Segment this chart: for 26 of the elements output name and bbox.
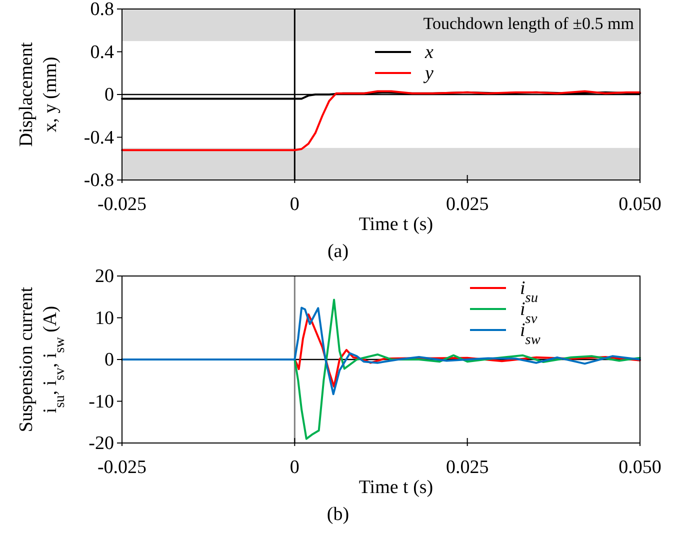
y-tick-label: 20	[95, 266, 114, 287]
y-tick-label: -0.8	[84, 170, 114, 191]
y-tick-label: 10	[95, 308, 114, 329]
legend-label: y	[423, 63, 434, 84]
y-tick-label: 0.8	[90, 0, 114, 20]
text: (b)	[326, 504, 350, 525]
text: (a)	[327, 241, 349, 262]
x-tick-label: 0	[290, 194, 300, 215]
x-tick-label: 0.025	[446, 194, 489, 215]
x-tick-label: 0	[290, 457, 300, 478]
y-tick-label: -0.4	[84, 127, 114, 148]
band-label: Touchdown length of ±0.5 mm	[423, 14, 634, 33]
x-tick-label: -0.025	[97, 457, 147, 478]
x-tick-label: 0.050	[618, 457, 662, 478]
legend-label: x	[424, 42, 434, 63]
x-tick-label: -0.025	[97, 194, 147, 215]
y-tick-label: -20	[88, 433, 114, 454]
x-tick-label: 0.025	[446, 457, 489, 478]
y-tick-label: 0	[104, 84, 114, 106]
y-tick-label: 0.4	[90, 42, 114, 63]
x-axis-title: Time t (s)	[358, 477, 434, 498]
x-axis-title: Time t (s)	[358, 214, 434, 235]
y-axis-title: Displacement x, y (mm)	[16, 42, 61, 147]
y-tick-label: 0	[104, 350, 114, 370]
y-tick-label: -10	[88, 391, 114, 412]
x-tick-label: 0.050	[618, 194, 662, 215]
